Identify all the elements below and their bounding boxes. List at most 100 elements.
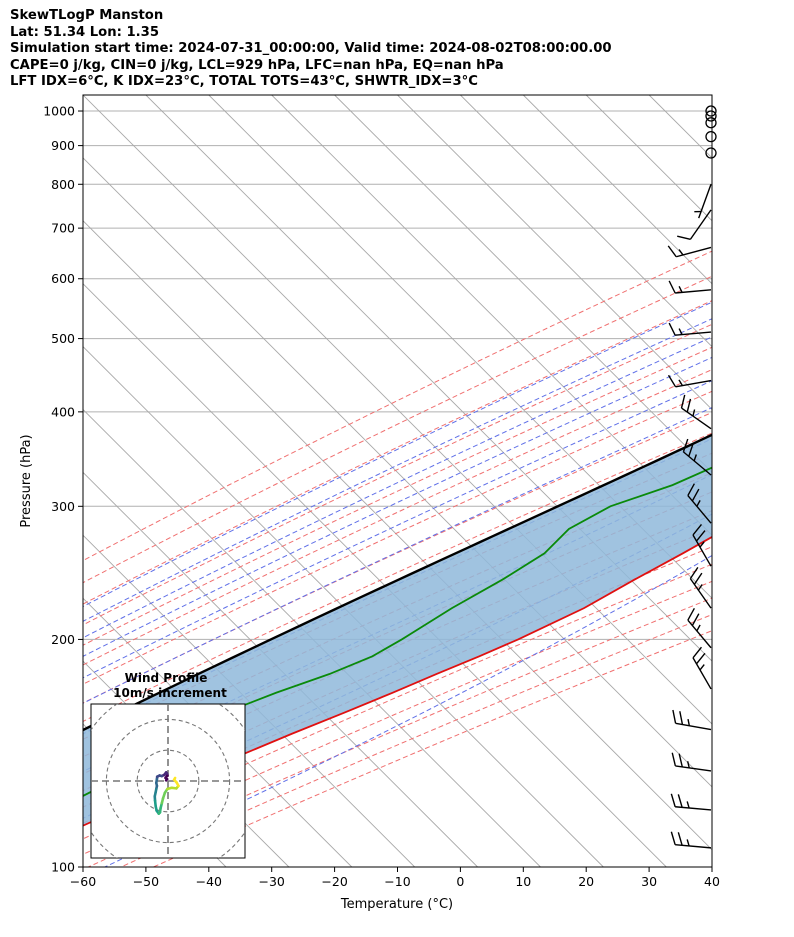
barb-staff — [682, 451, 712, 476]
calm-circle — [705, 117, 717, 129]
barb-staff — [698, 184, 712, 219]
isotherm-line — [208, 95, 712, 599]
wind-barb — [670, 793, 712, 811]
barb-flag — [699, 541, 705, 548]
hodograph-ring — [136, 749, 200, 813]
x-tick-label: 10 — [515, 874, 531, 889]
dry-adiabat — [83, 369, 712, 666]
wind-barbs — [667, 105, 717, 849]
x-axis-label: Temperature (°C) — [340, 897, 453, 912]
barb-flag — [686, 761, 690, 769]
wind-barb — [705, 130, 717, 143]
y-tick-label: 900 — [51, 138, 75, 153]
hodograph-inset: Wind Profile 10m/s increment — [90, 671, 246, 859]
barb-flag — [667, 245, 677, 258]
axis-ticks: −60 −50 −40 −30 −20 −10 0 10 20 30 40 100 200 300 400 5… — [43, 104, 720, 889]
dry-adiabat — [83, 300, 712, 605]
barb-flag — [686, 801, 690, 809]
barb-flag — [696, 624, 701, 632]
isotherm-line — [334, 95, 712, 474]
calm-circle — [705, 147, 717, 159]
barb-flag — [699, 664, 705, 671]
calm-circle — [705, 110, 717, 122]
barb-staff — [692, 534, 712, 567]
isotherm-line — [83, 283, 667, 867]
barb-flag — [680, 394, 686, 409]
y-tick-label: 100 — [51, 860, 75, 875]
y-tick-label: 500 — [51, 331, 75, 346]
barb-flag — [670, 793, 676, 807]
barb-flag — [688, 443, 694, 457]
y-tick-label: 1000 — [43, 104, 75, 119]
isotherm-line — [145, 95, 712, 662]
x-tick-label: −30 — [259, 874, 285, 889]
x-tick-label: 40 — [704, 874, 720, 889]
barb-flag — [693, 572, 703, 585]
indices-line-2: LFT IDX=6°C, K IDX=23°C, TOTAL TOTS=43°C… — [10, 74, 478, 89]
barb-staff — [675, 765, 712, 772]
barb-flag — [692, 409, 696, 417]
hodograph-title: Wind Profile — [125, 671, 208, 685]
wind-barb — [672, 709, 712, 731]
calm-circle — [705, 130, 717, 143]
wind-barb — [705, 110, 717, 122]
barb-flag — [692, 646, 703, 659]
dry-adiabat — [83, 546, 712, 824]
wind-barb — [687, 483, 712, 524]
wind-barb — [667, 245, 712, 258]
isotherm-line — [522, 95, 712, 285]
moist-adiabat — [83, 301, 712, 608]
dry-adiabat — [83, 346, 712, 646]
wind-barb — [682, 438, 712, 476]
y-tick-label: 300 — [51, 499, 75, 514]
barb-flag — [668, 280, 676, 294]
wind-barb — [668, 280, 712, 294]
barb-staff — [676, 246, 712, 258]
temperature-line — [83, 535, 712, 827]
barb-flag — [693, 454, 697, 462]
barb-flag — [687, 718, 691, 726]
moist-adiabat — [83, 380, 712, 679]
barb-staff — [689, 209, 712, 240]
barb-flag — [671, 752, 677, 767]
barb-staff — [675, 844, 712, 849]
isotherm-line — [83, 157, 712, 788]
wind-barb — [692, 524, 712, 567]
isotherm-line — [83, 408, 541, 867]
hodograph-plot — [91, 704, 245, 858]
calm-circle — [705, 105, 717, 117]
barb-flag — [695, 652, 706, 665]
isotherm-line — [83, 95, 712, 725]
barb-flag — [687, 483, 695, 496]
barb-flag — [678, 286, 683, 293]
barb-flag — [670, 831, 676, 845]
x-tick-label: 20 — [578, 874, 594, 889]
wind-barb — [667, 374, 712, 388]
wind-barb — [692, 646, 712, 690]
y-tick-label: 200 — [51, 632, 75, 647]
barb-flag — [678, 379, 684, 386]
barb-flag — [689, 567, 699, 580]
x-tick-label: −60 — [70, 874, 96, 889]
barb-flag — [691, 488, 700, 502]
x-tick-label: 30 — [641, 874, 657, 889]
isotherm-line — [775, 95, 794, 867]
background-lines — [83, 95, 794, 867]
dry-adiabat — [83, 250, 712, 562]
wind-barb — [705, 147, 717, 159]
barb-flag — [672, 709, 677, 724]
x-tick-label: −50 — [133, 874, 159, 889]
barb-flag — [677, 235, 691, 241]
moist-adiabat — [83, 356, 712, 657]
isotherm-line — [83, 345, 604, 867]
x-tick-label: −40 — [196, 874, 222, 889]
wind-barb — [705, 117, 717, 129]
barb-flag — [687, 607, 695, 621]
barb-flag — [667, 374, 677, 388]
isotherm-line — [460, 95, 712, 348]
barb-flag — [691, 613, 700, 626]
barb-staff — [681, 407, 712, 430]
barb-flag — [686, 839, 690, 847]
